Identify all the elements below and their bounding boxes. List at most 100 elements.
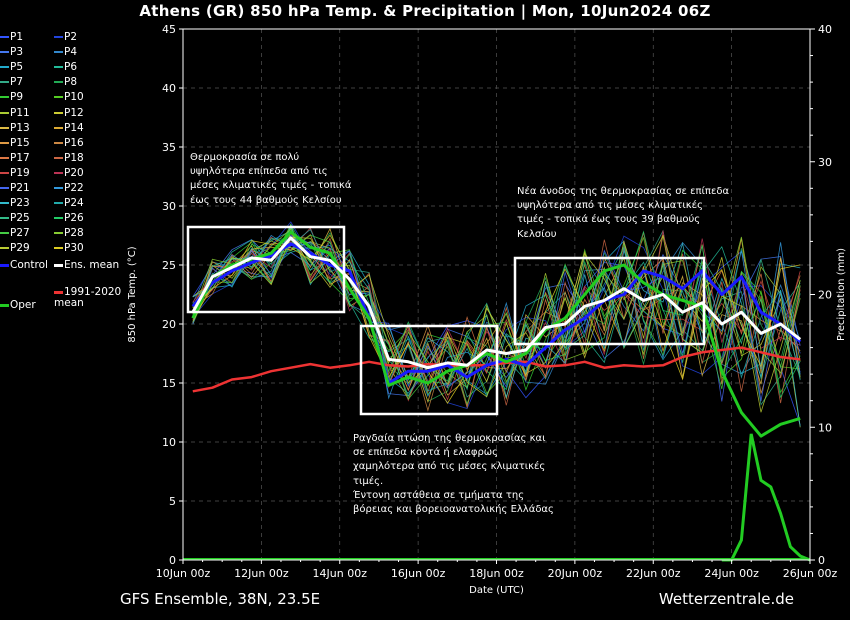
y-tick-label-left: 30 (162, 200, 176, 213)
legend-swatch (54, 51, 63, 54)
legend-item-p2: P2 (54, 31, 77, 45)
legend-swatch (0, 126, 9, 129)
annotation-line: Κελσίου (517, 228, 557, 240)
annotation-line: βόρειας και βορειοανατολικής Ελλάδας (353, 504, 554, 516)
legend-item-p14: P14 (54, 122, 84, 136)
legend-item-p7: P7 (0, 76, 23, 90)
legend-item-p11: P11 (0, 107, 30, 121)
legend-label: P13 (10, 121, 30, 134)
annotation-heat2: Νέα άνοδος της θερμοκρασίας σε επίπεδα υψ… (517, 185, 729, 242)
legend-item-p28: P28 (54, 227, 84, 241)
legend-item-p17: P17 (0, 152, 30, 166)
y-tick-label-right: 40 (818, 23, 832, 36)
annotation-line: υψηλότερα από τις μέσες κλιματικές (517, 200, 703, 212)
legend-swatch (0, 96, 9, 99)
legend-swatch (0, 247, 9, 250)
y-tick-label-left: 10 (162, 436, 176, 449)
legend-swatch (54, 202, 63, 205)
legend-label: P4 (64, 46, 78, 59)
annotation-line: χαμηλότερα από τις μέσες κλιματικές (353, 461, 546, 473)
annotation-line: μέσες κλιματικές τιμές - τοπικά (190, 180, 352, 192)
legend-swatch (54, 290, 63, 294)
axes: 0 5 10 15 20 25 30 35 40 45 0 10 20 30 40 10Jun 00z 12Ju… (127, 23, 847, 596)
legend-swatch (54, 247, 63, 250)
footer-source: Wetterzentrale.de (658, 590, 794, 608)
legend-item-oper: Oper (0, 299, 36, 313)
legend-swatch (0, 111, 9, 114)
legend-swatch (54, 111, 63, 114)
legend-swatch (0, 141, 9, 144)
legend-label: P5 (10, 61, 24, 74)
legend-label: P22 (64, 182, 84, 194)
annotation-box-heat2 (513, 256, 706, 346)
legend-swatch (54, 217, 63, 220)
legend-label: P11 (10, 106, 30, 119)
precipitation-series (183, 433, 811, 562)
x-tick-label: 18Jun 00z (469, 567, 524, 580)
legend-label: P21 (10, 182, 30, 194)
y-axis-label-right: Precipitation (mm) (836, 248, 847, 341)
legend-item-p30: P30 (54, 242, 84, 256)
y-tick-label-right: 10 (818, 421, 832, 434)
legend-item-p19: P19 (0, 167, 30, 181)
annotation-line: τιμές - τοπικά έως τους 39 βαθμούς (517, 214, 701, 226)
legend-swatch (54, 36, 63, 38)
y-tick-label-right: 30 (818, 156, 832, 169)
legend-swatch (0, 303, 9, 307)
legend-item-p1: P1 (0, 31, 23, 45)
legend-label: P1 (10, 31, 24, 43)
legend-item-control: Control (0, 259, 48, 273)
legend-label: P16 (64, 136, 84, 149)
legend-swatch (0, 171, 9, 174)
annotation-line: υψηλότερα επίπεδα από τις (190, 166, 328, 178)
legend-label: P25 (10, 212, 30, 225)
legend-swatch (54, 96, 63, 99)
legend-swatch (54, 156, 63, 159)
legend-swatch (54, 81, 63, 84)
legend-label: Oper (10, 299, 36, 311)
legend-swatch (0, 202, 9, 205)
footer-model-info: GFS Ensemble, 38N, 23.5E (120, 590, 321, 608)
legend-item-p25: P25 (0, 212, 30, 226)
annotation-line: Έντονη αστάθεια σε τμήματα της (353, 489, 525, 501)
legend-item-p21: P21 (0, 182, 30, 196)
annotation-line: Ραγδαία πτώση της θερμοκρασίας και (353, 433, 546, 444)
y-tick-label-left: 15 (162, 377, 176, 390)
legend-item-p8: P8 (54, 76, 77, 90)
legend-swatch (0, 66, 9, 69)
annotation-boxes (186, 225, 706, 416)
legend-item-ens-mean: Ens. mean (54, 259, 119, 273)
legend-item-p26: P26 (54, 212, 84, 226)
annotation-line: Θερμοκρασία σε πολύ (190, 152, 300, 163)
legend-item-p18: P18 (54, 152, 84, 166)
legend-label: P6 (64, 61, 78, 74)
legend-swatch (0, 232, 9, 235)
legend-item-1991-2020-mean: 1991-2020 mean (54, 287, 124, 309)
x-tick-label: 24Jun 00z (704, 567, 759, 580)
annotation-line: έως τους 44 βαθμούς Κελσίου (190, 194, 342, 206)
legend-label: P10 (64, 91, 84, 104)
legend-label: P17 (10, 151, 30, 164)
legend-swatch (0, 263, 9, 267)
chart-title: Athens (GR) 850 hPa Temp. & Precipitatio… (139, 2, 711, 20)
legend-label: P20 (64, 166, 84, 179)
annotation-heat1: Θερμοκρασία σε πολύ υψηλότερα επίπεδα από… (190, 151, 352, 208)
legend-label: P14 (64, 121, 84, 134)
x-tick-label: 10Jun 00z (156, 567, 211, 580)
legend-item-p12: P12 (54, 107, 84, 121)
x-tick-label: 22Jun 00z (626, 567, 681, 580)
legend-swatch (54, 263, 63, 267)
legend-label: P29 (10, 242, 30, 255)
legend-label: P27 (10, 227, 30, 240)
legend-label: P9 (10, 91, 24, 104)
legend-label: P15 (10, 136, 30, 149)
legend-swatch (54, 126, 63, 129)
y-tick-label-left: 40 (162, 82, 176, 95)
legend-item-p24: P24 (54, 197, 84, 211)
x-tick-label: 14Jun 00z (313, 567, 368, 580)
legend-item-p23: P23 (0, 197, 30, 211)
legend-label: P12 (64, 106, 84, 119)
annotation-line: τιμές. (353, 475, 384, 487)
legend-item-p10: P10 (54, 91, 84, 105)
legend-label: Control (10, 259, 48, 271)
